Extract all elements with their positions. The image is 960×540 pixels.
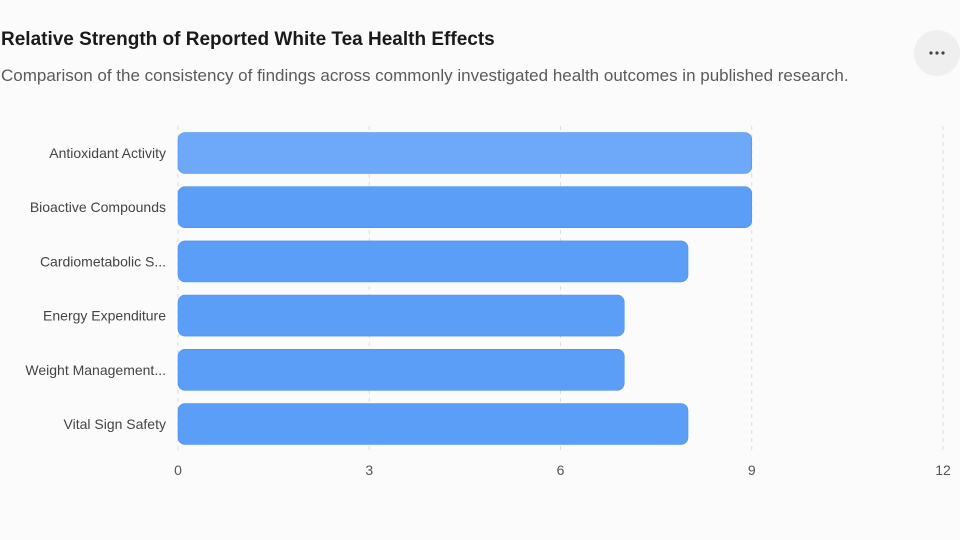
category-label: Vital Sign Safety bbox=[64, 416, 166, 432]
bar[interactable] bbox=[177, 186, 753, 228]
category-label: Cardiometabolic S... bbox=[40, 253, 166, 269]
bar[interactable] bbox=[177, 403, 689, 445]
category-label: Antioxidant Activity bbox=[49, 145, 166, 161]
chart-menu-button[interactable] bbox=[914, 30, 960, 76]
bar[interactable] bbox=[177, 132, 753, 174]
more-horizontal-icon bbox=[929, 51, 945, 55]
bar[interactable] bbox=[177, 348, 625, 391]
category-label: Weight Management... bbox=[25, 362, 166, 378]
x-tick-label: 3 bbox=[365, 462, 373, 478]
bar[interactable] bbox=[177, 294, 625, 337]
chart-subtitle: Comparison of the consistency of finding… bbox=[1, 66, 849, 85]
bars bbox=[177, 132, 753, 445]
category-labels: Antioxidant Activity Bioactive Compounds C… bbox=[25, 145, 166, 432]
x-tick-label: 9 bbox=[748, 462, 756, 478]
x-tick-label: 12 bbox=[935, 462, 951, 478]
x-tick-label: 0 bbox=[174, 462, 182, 478]
category-label: Energy Expenditure bbox=[43, 308, 166, 324]
grid-lines bbox=[177, 126, 944, 450]
x-axis-ticks: 0 3 6 9 12 bbox=[174, 462, 951, 478]
x-tick-label: 6 bbox=[557, 462, 565, 478]
category-label: Bioactive Compounds bbox=[30, 199, 166, 215]
bar[interactable] bbox=[177, 240, 689, 283]
chart-title: Relative Strength of Reported White Tea … bbox=[1, 29, 495, 50]
